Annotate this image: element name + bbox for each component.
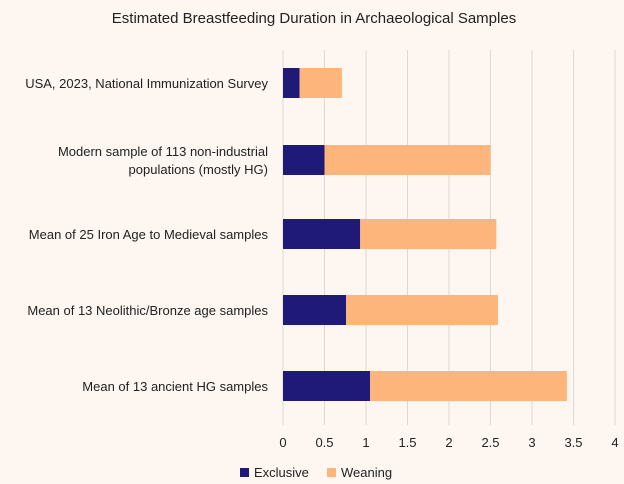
bar-weaning-2 — [360, 219, 497, 249]
category-label: Mean of 13 Neolithic/Bronze age samples — [27, 303, 268, 318]
legend-swatch-weaning — [327, 468, 336, 477]
legend-label-exclusive: Exclusive — [254, 465, 309, 480]
x-tick-label: 3 — [528, 435, 535, 450]
legend-label-weaning: Weaning — [341, 465, 392, 480]
category-label: Mean of 13 ancient HG samples — [82, 379, 268, 394]
bar-weaning-4 — [370, 371, 567, 401]
bar-weaning-1 — [324, 145, 491, 175]
x-tick-label: 0 — [279, 435, 286, 450]
category-label: Modern sample of 113 non-industrial — [58, 144, 268, 159]
x-tick-label: 1.5 — [398, 435, 416, 450]
x-tick-label: 3.5 — [564, 435, 582, 450]
chart-title: Estimated Breastfeeding Duration in Arch… — [112, 10, 516, 27]
x-tick-label: 2 — [445, 435, 452, 450]
x-tick-label: 4 — [611, 435, 618, 450]
category-label: USA, 2023, National Immunization Survey — [25, 76, 268, 91]
category-labels: USA, 2023, National Immunization Survey M… — [25, 76, 268, 394]
bars — [283, 68, 567, 401]
bar-weaning-0 — [299, 68, 342, 98]
legend-swatch-exclusive — [240, 468, 249, 477]
x-tick-label: 0.5 — [315, 435, 333, 450]
legend: Exclusive Weaning — [240, 465, 392, 480]
bar-exclusive-3 — [283, 295, 347, 325]
bar-exclusive-1 — [283, 145, 325, 175]
category-label: populations (mostly HG) — [129, 162, 268, 177]
bar-exclusive-0 — [283, 68, 300, 98]
bar-weaning-3 — [346, 295, 498, 325]
x-axis-ticks: 0 0.5 1 1.5 2 2.5 3 3.5 4 — [279, 435, 618, 450]
x-tick-label: 2.5 — [481, 435, 499, 450]
bar-exclusive-4 — [283, 371, 371, 401]
x-tick-label: 1 — [362, 435, 369, 450]
category-label: Mean of 25 Iron Age to Medieval samples — [29, 227, 269, 242]
bar-exclusive-2 — [283, 219, 361, 249]
